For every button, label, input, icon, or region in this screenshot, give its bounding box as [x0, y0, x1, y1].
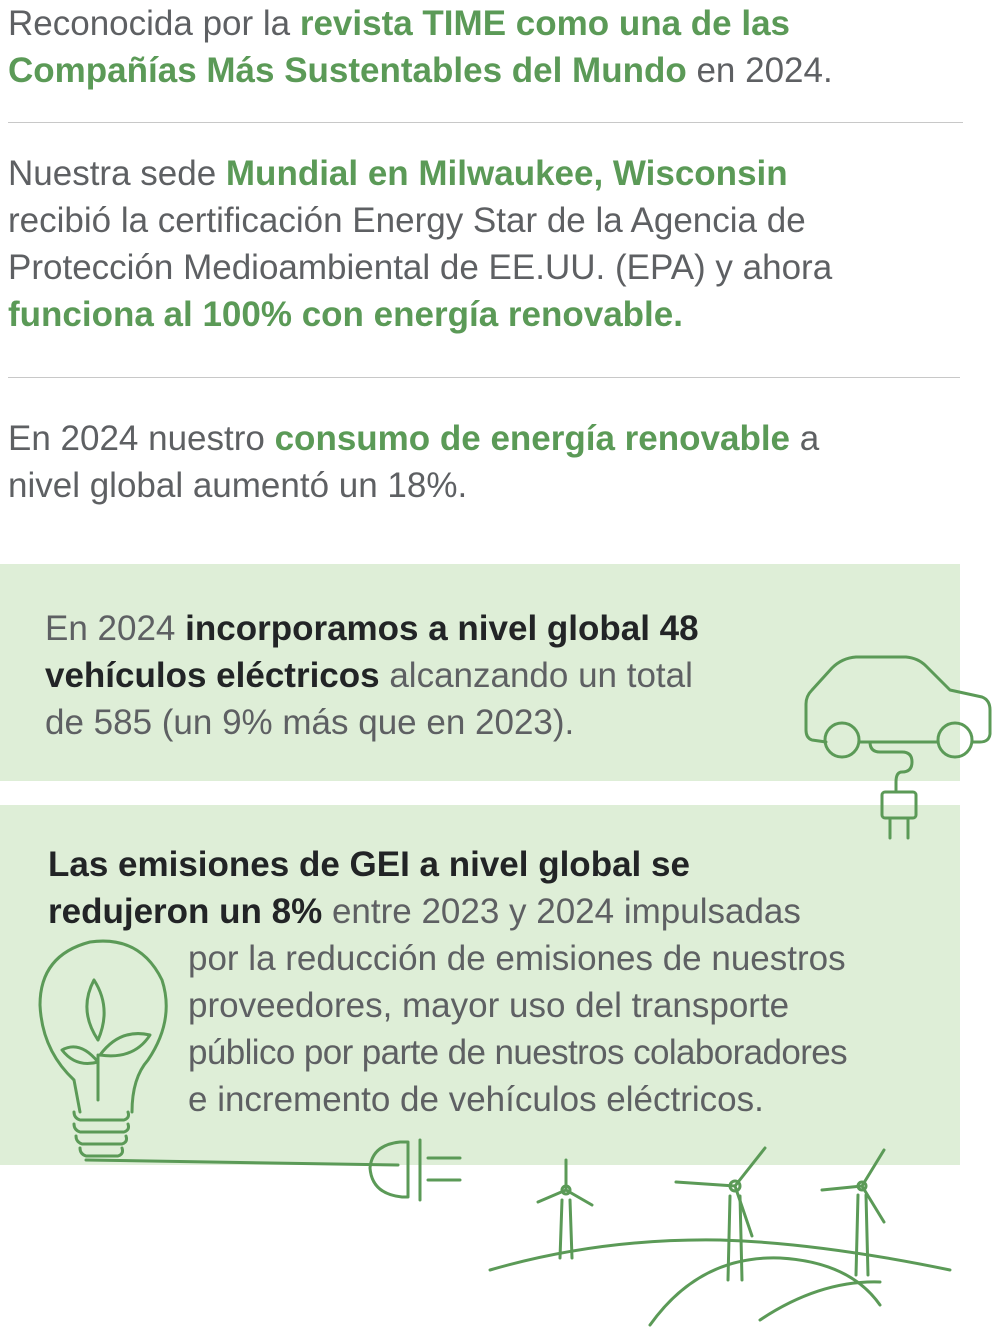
- emissions-box: [0, 805, 960, 1165]
- plug-icon: [880, 790, 918, 840]
- lightbulb-leaf-icon: [38, 939, 400, 1167]
- emissions-headline: Las emisiones de GEI a nivel global se r…: [48, 845, 801, 931]
- headquarters-text: Nuestra sede Mundial en Milwaukee, Wisco…: [8, 154, 833, 334]
- electric-vehicles-text: En 2024 incorporamos a nivel global 48 v…: [45, 609, 699, 742]
- divider: [8, 122, 963, 123]
- electric-car-icon: [804, 655, 992, 792]
- wind-turbines-icon: [488, 1146, 952, 1327]
- renewable-energy-text: En 2024 nuestro consumo de energía renov…: [8, 419, 820, 505]
- plug-socket-icon: [368, 1138, 462, 1202]
- electric-vehicles-box: [0, 564, 960, 781]
- divider: [8, 377, 960, 378]
- emissions-detail: por la reducción de emisiones de nuestro…: [188, 939, 848, 1119]
- time-recognition-text: Reconocida por la revista TIME como una …: [8, 4, 833, 90]
